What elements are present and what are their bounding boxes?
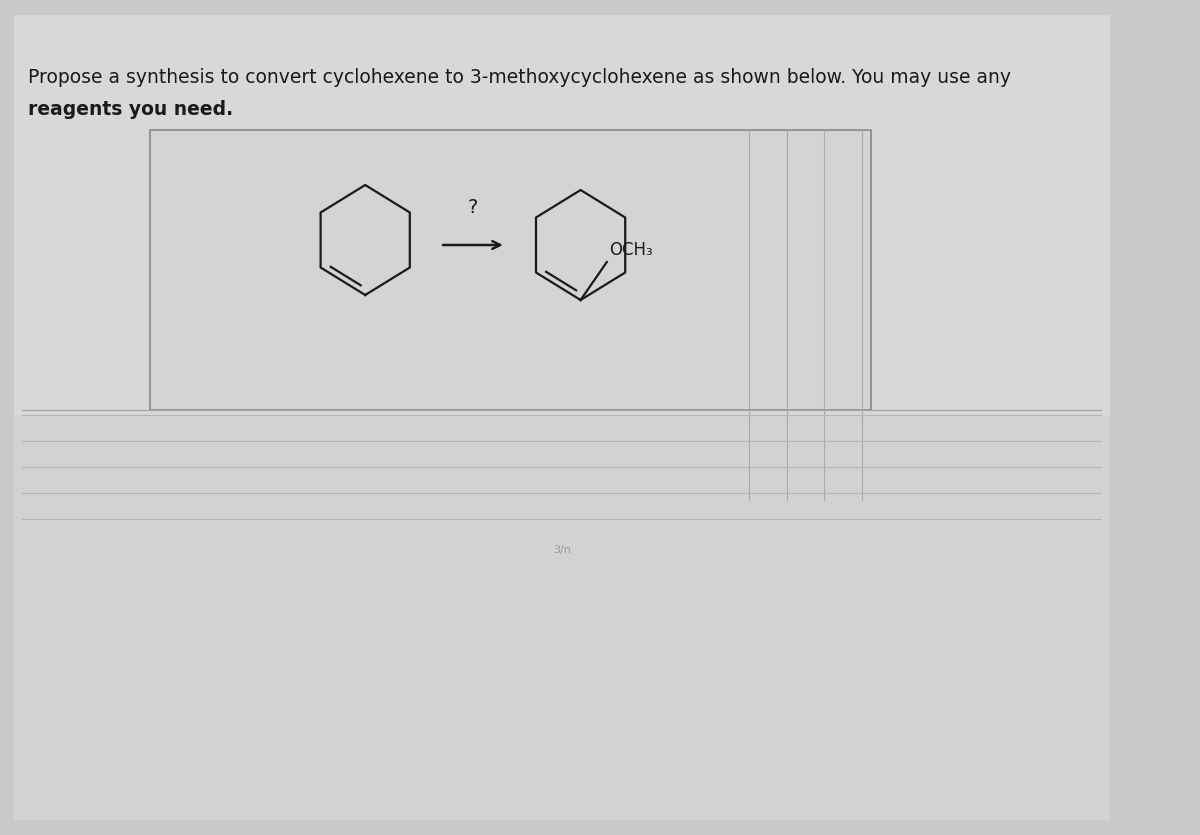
Text: OCH₃: OCH₃: [608, 241, 653, 259]
Bar: [150, 130, 871, 410]
Text: Propose a synthesis to convert cyclohexene to 3-methoxycyclohexene as shown belo: Propose a synthesis to convert cyclohexe…: [28, 68, 1012, 87]
Text: ?: ?: [468, 198, 478, 217]
Text: reagents you need.: reagents you need.: [28, 100, 233, 119]
Text: 3/n: 3/n: [553, 545, 571, 555]
Bar: [14, 15, 1110, 415]
